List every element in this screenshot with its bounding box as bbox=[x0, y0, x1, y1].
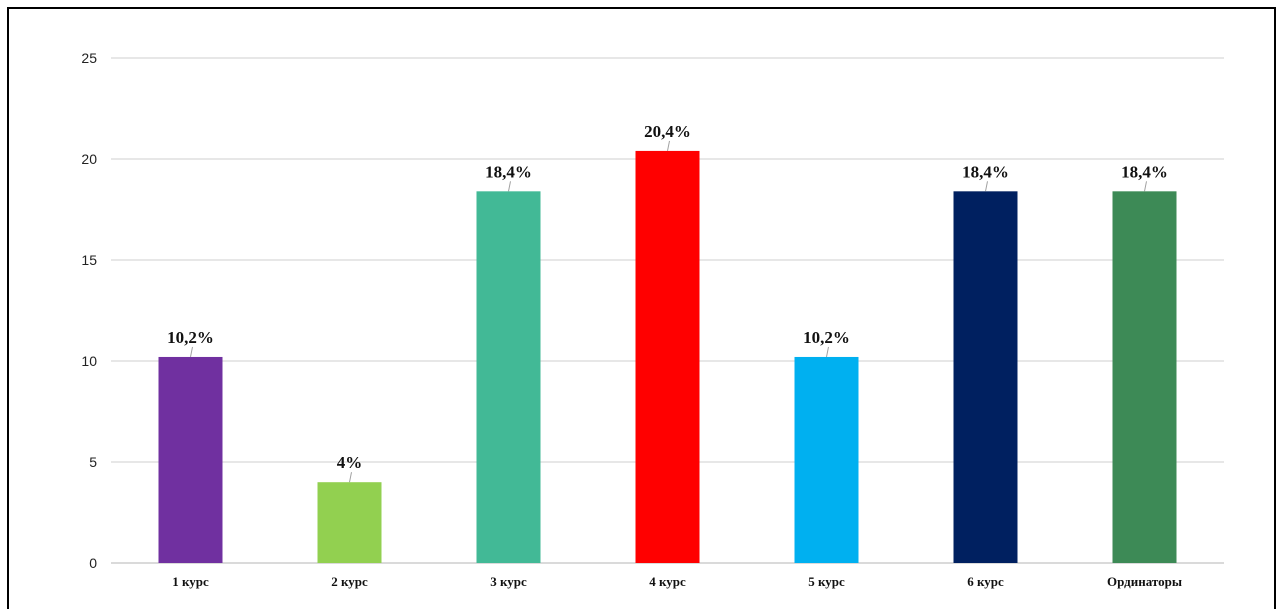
data-label-leader bbox=[508, 181, 511, 192]
y-tick-label: 0 bbox=[89, 555, 97, 571]
x-category-label: 5 курс bbox=[808, 574, 845, 589]
data-label-leaders bbox=[190, 140, 1147, 483]
y-tick-label: 25 bbox=[81, 50, 97, 66]
x-category-label: Ординаторы bbox=[1107, 574, 1182, 589]
y-tick-label: 20 bbox=[81, 151, 97, 167]
x-axis-categories: 1 курс 2 курс 3 курс 4 курс 5 курс 6 курс Орди… bbox=[172, 574, 1182, 589]
data-label: 18,4% bbox=[1121, 162, 1168, 181]
x-category-label: 6 курс bbox=[967, 574, 1004, 589]
bar-4 bbox=[635, 150, 700, 564]
data-label: 18,4% bbox=[485, 162, 532, 181]
data-label-leader bbox=[349, 472, 352, 483]
data-label-leader bbox=[1144, 181, 1147, 192]
data-label: 18,4% bbox=[962, 162, 1009, 181]
x-category-label: 3 курс bbox=[490, 574, 527, 589]
data-label-leader bbox=[826, 346, 829, 358]
data-label: 4% bbox=[337, 453, 363, 472]
y-axis-ticks: 0 5 10 15 20 25 bbox=[81, 50, 97, 571]
bar-7 bbox=[1112, 191, 1177, 563]
bar-2 bbox=[317, 482, 382, 563]
data-labels: 10,2% 4% 18,4% 20,4% 10,2% 18,4% 18,4% bbox=[167, 122, 1168, 472]
data-label-leader bbox=[190, 346, 193, 358]
data-label-leader bbox=[985, 181, 988, 192]
data-label: 10,2% bbox=[167, 328, 214, 347]
bar-6 bbox=[953, 191, 1018, 563]
data-label-leader bbox=[667, 140, 670, 152]
bar-3 bbox=[476, 191, 541, 563]
y-tick-label: 5 bbox=[89, 454, 97, 470]
y-tick-label: 10 bbox=[81, 353, 97, 369]
data-label: 10,2% bbox=[803, 328, 850, 347]
data-label: 20,4% bbox=[644, 122, 691, 141]
x-category-label: 2 курс bbox=[331, 574, 368, 589]
bar-1 bbox=[158, 356, 223, 563]
bars bbox=[158, 150, 1177, 564]
bar-5 bbox=[794, 356, 859, 563]
y-tick-label: 15 bbox=[81, 252, 97, 268]
x-category-label: 1 курс bbox=[172, 574, 209, 589]
x-category-label: 4 курс bbox=[649, 574, 686, 589]
